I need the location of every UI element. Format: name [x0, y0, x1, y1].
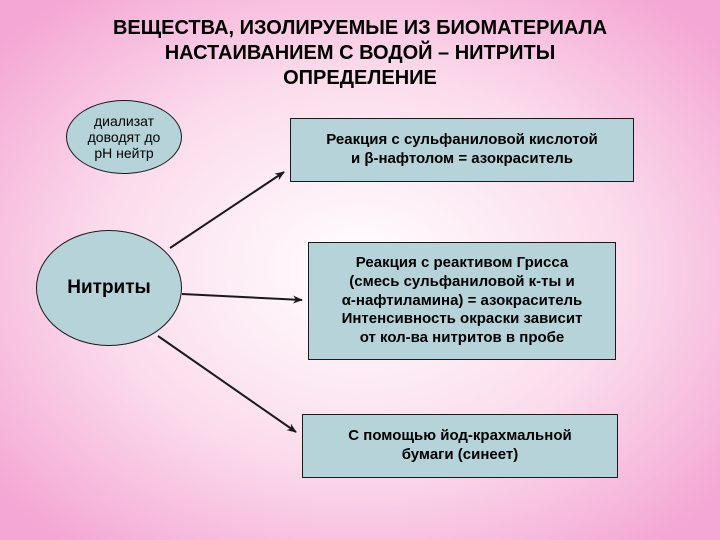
reaction-box-1: Реакция с сульфаниловой кислотой и β-наф… [290, 118, 634, 182]
reaction-box-3-label: С помощью йод-крахмальной бумаги (синеет… [338, 421, 581, 471]
nitrites-ellipse: Нитриты [36, 230, 182, 346]
nitrites-label: Нитриты [61, 273, 157, 303]
prep-note-label: диализат доводят до рН нейтр [82, 109, 167, 165]
reaction-box-2: Реакция с реактивом Грисса (смесь сульфа… [308, 242, 616, 360]
reaction-box-3: С помощью йод-крахмальной бумаги (синеет… [302, 414, 618, 478]
prep-note-ellipse: диализат доводят до рН нейтр [66, 100, 182, 174]
page-title: ВЕЩЕСТВА, ИЗОЛИРУЕМЫЕ ИЗ БИОМАТЕРИАЛА НА… [0, 16, 720, 91]
reaction-box-2-label: Реакция с реактивом Грисса (смесь сульфа… [332, 248, 593, 354]
reaction-box-1-label: Реакция с сульфаниловой кислотой и β-наф… [316, 125, 607, 175]
